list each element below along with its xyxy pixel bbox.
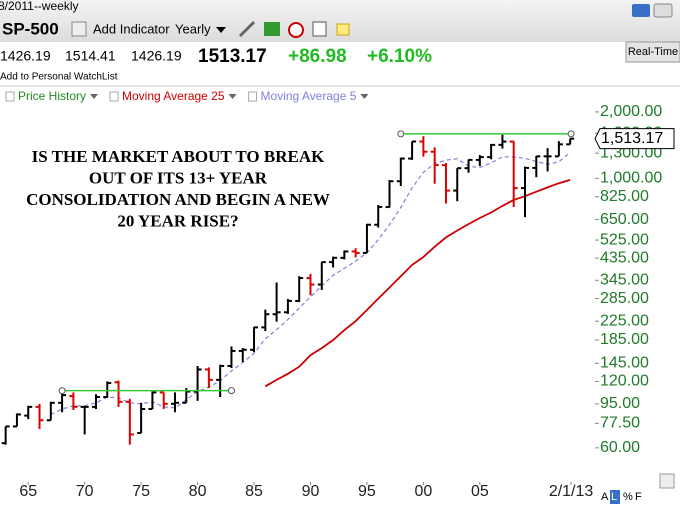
x-tick-label: 2/1/13	[549, 483, 594, 500]
legend-icon	[248, 91, 258, 102]
add-icon[interactable]	[312, 21, 327, 37]
y-tick-label: 825.00	[600, 188, 649, 205]
quote-change: +86.98	[288, 46, 347, 67]
dropdown-arrow[interactable]	[216, 27, 226, 33]
y-tick-label: 185.00	[600, 331, 649, 348]
realtime-label[interactable]: Real-Time	[628, 46, 678, 58]
legend-dropdown	[360, 94, 369, 99]
annotation: 20 YEAR RISE?	[117, 211, 238, 230]
note-icon[interactable]	[336, 23, 350, 36]
annotation: OUT OF ITS 13+ YEAR	[89, 168, 268, 187]
quote-last: 1513.17	[198, 46, 267, 67]
x-tick-label: 05	[471, 483, 489, 500]
quote-open: 1426.19	[0, 48, 51, 64]
legend-icon	[5, 91, 15, 102]
y-tick-label: 60.00	[600, 439, 640, 456]
legend-dropdown	[90, 94, 99, 99]
y-tick-label: 225.00	[600, 312, 649, 329]
x-tick-label: 75	[132, 483, 150, 500]
y-tick-label: 77.50	[600, 415, 640, 432]
realtime-button[interactable]	[625, 41, 680, 63]
symbol[interactable]: SP-500	[2, 19, 59, 38]
trendline-handle	[397, 130, 405, 138]
x-tick-label: 95	[358, 483, 376, 500]
settings-icon[interactable]	[659, 473, 675, 489]
y-tick-label: 435.00	[600, 249, 649, 266]
annotation: IS THE MARKET ABOUT TO BREAK	[32, 147, 325, 166]
legend-entry: Price History	[18, 89, 86, 103]
y-tick-label: 2,000.00	[600, 103, 662, 120]
footer-a[interactable]: A	[601, 491, 609, 503]
plot: 2,000.001,600.001,300.001,000.00825.0065…	[1, 103, 675, 500]
x-tick-label: 65	[19, 483, 37, 500]
y-tick-label: 285.00	[600, 290, 649, 307]
trendline-handle	[227, 387, 235, 395]
t-button[interactable]	[653, 3, 673, 18]
x-tick-label: 85	[245, 483, 263, 500]
trendline-handle	[58, 387, 66, 395]
bars-icon[interactable]	[264, 22, 280, 36]
y-tick-label: 120.00	[600, 373, 649, 390]
y-tick-label: 95.00	[600, 395, 640, 412]
y-tick-label: 650.00	[600, 211, 649, 228]
y-tick-label: 525.00	[600, 231, 649, 248]
legend-entry: Moving Average 5	[261, 89, 357, 103]
x-tick-label: 90	[302, 483, 320, 500]
quote-high: 1514.41	[65, 48, 116, 64]
interval[interactable]: Yearly	[175, 21, 211, 36]
period: 8/2011--weekly	[0, 0, 78, 13]
watchlist-link[interactable]: Add to Personal WatchList	[0, 72, 118, 83]
last-price-label: 1,513.17	[601, 130, 663, 147]
alarm-icon[interactable]	[288, 22, 304, 38]
x-tick-label: 70	[76, 483, 94, 500]
y-tick-label: 145.00	[600, 355, 649, 372]
add-indicator[interactable]: Add Indicator	[93, 21, 170, 36]
last-price-box	[594, 128, 675, 150]
x-tick-label: 00	[414, 483, 432, 500]
footer-l[interactable]: L	[611, 491, 617, 503]
annotation: CONSOLIDATION AND BEGIN A NEW	[26, 190, 330, 209]
footer-pct[interactable]: %	[623, 491, 633, 503]
footer-f[interactable]: F	[635, 491, 642, 503]
trendline-handle	[567, 130, 575, 138]
moving-average	[264, 179, 571, 388]
quote-change-pct: +6.10%	[367, 46, 432, 67]
legend-entry: Moving Average 25	[122, 89, 225, 103]
s-button[interactable]	[632, 4, 650, 17]
y-tick-label: 1,000.00	[600, 170, 662, 187]
footer-l-box[interactable]	[610, 490, 620, 504]
tool-icon[interactable]	[238, 20, 256, 38]
quote-low: 1426.19	[131, 48, 182, 64]
grid-icon[interactable]	[71, 21, 87, 37]
x-tick-label: 80	[189, 483, 207, 500]
legend: Price History Moving Average 25 Moving Ave…	[5, 89, 369, 103]
footer-controls: A L % F	[601, 473, 675, 504]
y-tick-label: 345.00	[600, 271, 649, 288]
legend-dropdown	[228, 94, 237, 99]
legend-icon	[109, 91, 119, 102]
moving-average	[50, 152, 571, 416]
